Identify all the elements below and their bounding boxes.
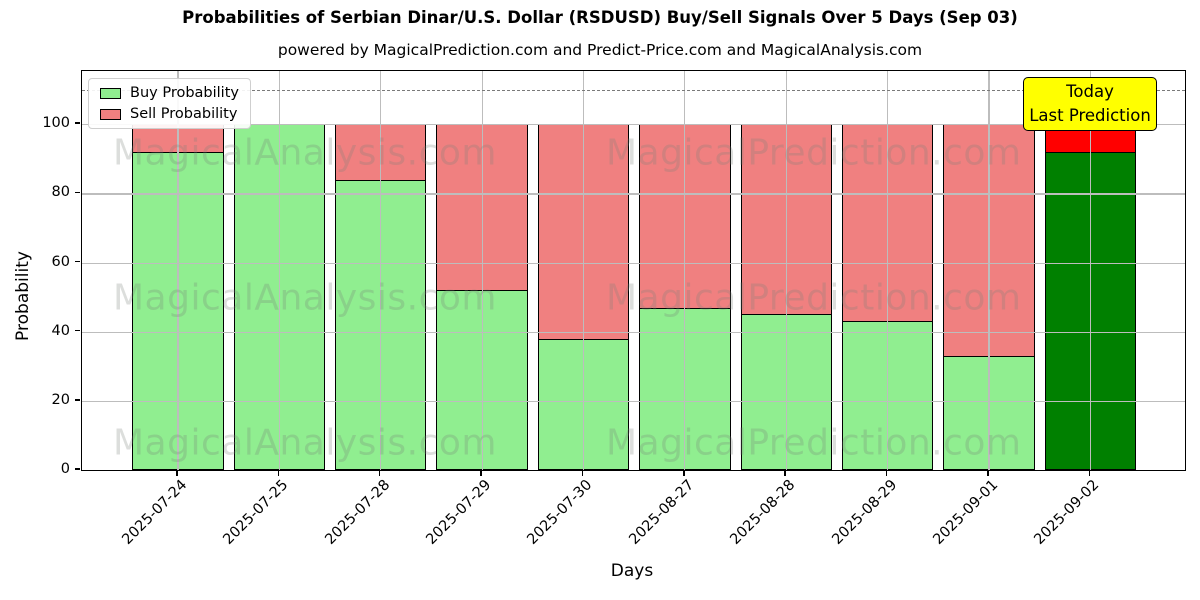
y-tick-label: 80 <box>51 184 70 201</box>
watermark-magicalprediction: MagicalPrediction.com <box>606 132 1022 174</box>
y-tick <box>75 399 80 401</box>
x-tick-label: 2025-08-27 <box>626 477 698 548</box>
x-gridline <box>582 71 585 470</box>
x-gridline <box>886 71 889 470</box>
sell-swatch <box>100 108 121 120</box>
watermark-magicalprediction: MagicalPrediction.com <box>606 422 1022 464</box>
y-tick-label: 0 <box>60 461 70 477</box>
buy-swatch <box>100 87 121 99</box>
x-tick <box>885 470 888 476</box>
x-gridline <box>785 71 787 470</box>
x-tick <box>480 470 482 476</box>
y-tick <box>75 329 80 332</box>
watermark-magicalprediction: MagicalPrediction.com <box>606 277 1022 319</box>
x-tick-label: 2025-07-25 <box>220 477 292 548</box>
x-tick <box>987 470 989 476</box>
x-tick-label: 2025-08-28 <box>727 477 799 548</box>
x-tick-label: 2025-09-02 <box>1031 477 1103 548</box>
x-tick-label: 2025-09-01 <box>930 477 1002 548</box>
dashed-threshold-line <box>82 89 1185 91</box>
today-annotation: Today Last Prediction <box>1023 77 1157 131</box>
y-gridline <box>82 124 1185 126</box>
today-annotation-line1: Today <box>1066 82 1114 101</box>
x-tick <box>581 470 584 476</box>
watermark-magicalanalysis: MagicalAnalysis.com <box>113 277 497 319</box>
x-tick <box>176 470 178 476</box>
x-axis-label: Days <box>610 561 654 581</box>
x-tick-label: 2025-07-30 <box>524 477 596 548</box>
x-tick <box>683 470 685 476</box>
legend: Buy Probability Sell Probability <box>88 78 251 129</box>
legend-item-buy: Buy Probability <box>100 86 239 100</box>
x-gridline <box>177 71 179 470</box>
watermark-magicalanalysis: MagicalAnalysis.com <box>113 422 497 464</box>
y-gridline <box>82 193 1185 195</box>
y-tick-label: 20 <box>51 391 70 408</box>
x-tick-label: 2025-07-24 <box>119 477 191 548</box>
chart-subtitle: powered by MagicalPrediction.com and Pre… <box>277 41 923 59</box>
x-gridline <box>1089 71 1091 470</box>
x-tick-label: 2025-07-29 <box>423 477 495 548</box>
y-tick-label: 100 <box>42 115 70 132</box>
x-tick-label: 2025-07-28 <box>322 477 394 548</box>
legend-item-sell: Sell Probability <box>100 107 239 121</box>
x-gridline <box>684 71 686 470</box>
chart-title: Probabilities of Serbian Dinar/U.S. Doll… <box>182 8 1018 27</box>
y-gridline <box>82 331 1185 333</box>
x-tick <box>378 470 381 476</box>
x-tick <box>277 470 280 476</box>
x-tick-label: 2025-08-29 <box>828 477 900 548</box>
watermark-magicalanalysis: MagicalAnalysis.com <box>113 132 497 174</box>
y-tick-label: 40 <box>51 322 70 339</box>
y-tick <box>75 191 80 194</box>
legend-label-sell: Sell Probability <box>130 106 238 122</box>
x-gridline <box>278 71 280 470</box>
x-tick <box>1088 470 1091 476</box>
x-gridline <box>481 71 483 470</box>
x-tick <box>784 470 786 476</box>
legend-label-buy: Buy Probability <box>130 85 239 101</box>
plot-area: Buy Probability Sell Probability Today L… <box>81 70 1186 471</box>
x-gridline <box>380 71 382 470</box>
y-tick <box>75 468 80 470</box>
today-annotation-line2: Last Prediction <box>1029 105 1151 125</box>
y-tick <box>75 122 80 124</box>
x-gridline <box>988 71 990 470</box>
y-gridline <box>82 400 1185 403</box>
y-tick-label: 60 <box>51 253 70 270</box>
y-gridline <box>82 262 1185 264</box>
y-tick <box>75 260 80 263</box>
